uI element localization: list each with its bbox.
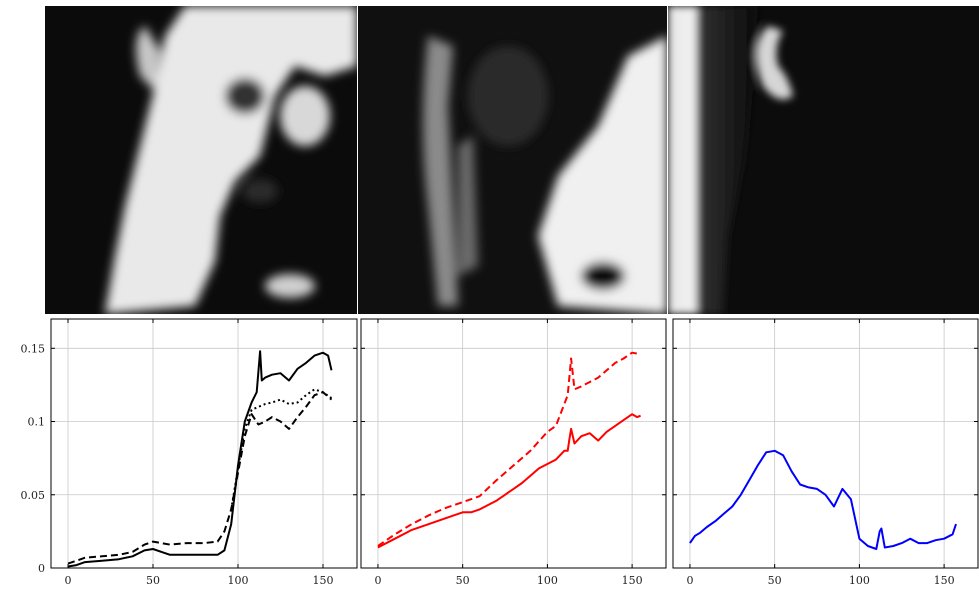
x-tick-label: 0: [686, 574, 693, 587]
plot-2: 0 50 100 150: [360, 318, 667, 587]
plot-3: 0 50 100 150: [672, 318, 979, 587]
series-line-solid: [67, 350, 333, 568]
grayscale-image-c: [668, 6, 979, 314]
grayscale-image-b: [358, 6, 667, 314]
y-tick-label: 0.15: [21, 342, 46, 355]
x-tick-label: 50: [456, 574, 470, 587]
series-line-dotted: [230, 388, 333, 510]
x-tick-label: 0: [65, 574, 72, 587]
series-line-dashed: [67, 391, 333, 565]
grayscale-image-a: [45, 6, 357, 314]
x-tick-label: 150: [934, 574, 955, 587]
x-tick-label: 150: [622, 574, 643, 587]
series-line-solid: [377, 413, 641, 549]
plot-1: 0 50 100 150 0 0.05 0.1 0.15: [21, 318, 358, 587]
y-tick-label: 0.05: [21, 489, 46, 502]
x-tick-label: 100: [537, 574, 558, 587]
series-line-dashed: [377, 351, 641, 547]
y-tick-label: 0: [38, 562, 45, 575]
x-tick-label: 0: [374, 574, 381, 587]
x-tick-label: 50: [146, 574, 160, 587]
x-tick-label: 100: [228, 574, 249, 587]
x-tick-label: 100: [849, 574, 870, 587]
x-tick-label: 150: [313, 574, 334, 587]
y-tick-label: 0.1: [28, 416, 46, 429]
series-line-solid: [689, 449, 957, 550]
x-tick-label: 50: [768, 574, 782, 587]
